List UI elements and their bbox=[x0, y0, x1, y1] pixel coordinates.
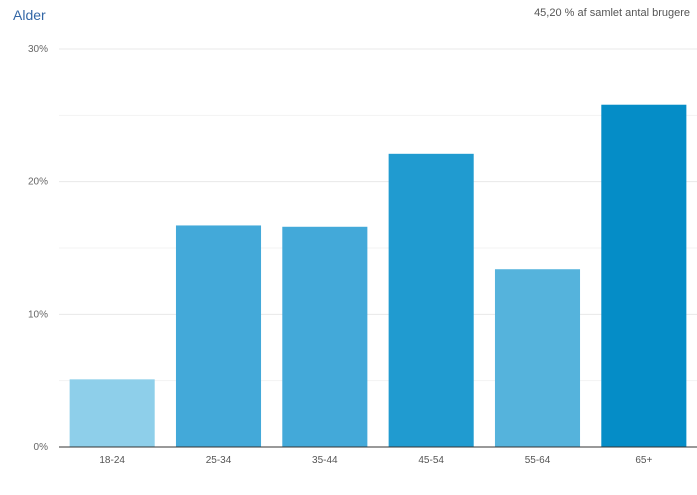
bar-35-44[interactable] bbox=[282, 226, 368, 447]
y-tick-label: 20% bbox=[28, 177, 48, 188]
y-tick-label: 0% bbox=[34, 442, 49, 453]
x-category-label: 55-64 bbox=[525, 455, 551, 466]
bar-45-54[interactable] bbox=[388, 153, 474, 447]
x-category-label: 65+ bbox=[635, 455, 652, 466]
bars bbox=[69, 104, 687, 447]
x-category-label: 25-34 bbox=[206, 455, 232, 466]
labels: 0% 10% 20% 30% 18-24 25-34 35-44 45-54 55-64 65+ bbox=[28, 44, 652, 466]
users-share-summary: 45,20 % af samlet antal brugere bbox=[534, 7, 690, 19]
y-tick-label: 30% bbox=[28, 44, 48, 55]
bar-25-34[interactable] bbox=[175, 225, 262, 447]
bar-65+[interactable] bbox=[601, 104, 687, 447]
x-category-label: 18-24 bbox=[99, 455, 125, 466]
x-category-label: 35-44 bbox=[312, 455, 338, 466]
y-tick-label: 10% bbox=[28, 309, 48, 320]
bar-18-24[interactable] bbox=[69, 379, 155, 447]
x-category-label: 45-54 bbox=[418, 455, 444, 466]
gridlines bbox=[59, 48, 697, 382]
chart-title: Alder bbox=[13, 7, 46, 23]
bar-55-64[interactable] bbox=[494, 269, 581, 447]
